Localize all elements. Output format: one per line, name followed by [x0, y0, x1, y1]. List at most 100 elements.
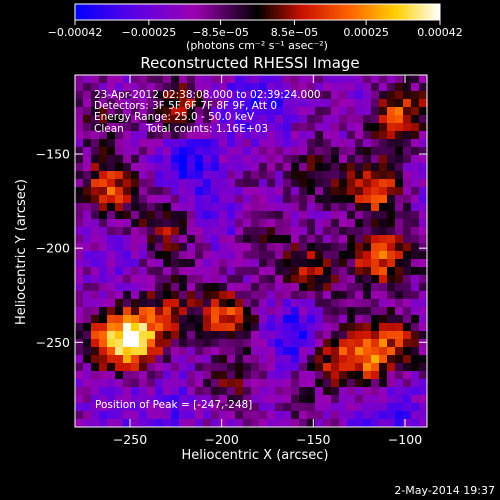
heatmap-cell: [339, 139, 348, 148]
heatmap-cell: [179, 123, 188, 132]
heatmap-cell: [163, 83, 172, 92]
heatmap-cell: [235, 355, 244, 364]
heatmap-cell: [259, 211, 268, 220]
heatmap-cell: [187, 147, 196, 156]
heatmap-cell: [235, 99, 244, 108]
heatmap-cell: [155, 331, 164, 340]
heatmap-cell: [275, 179, 284, 188]
heatmap-cell: [187, 267, 196, 276]
heatmap-cell: [251, 251, 260, 260]
heatmap-cell: [219, 291, 228, 300]
heatmap-cell: [163, 419, 172, 428]
heatmap-cell: [131, 163, 140, 172]
x-axis-label: Heliocentric X (arcsec): [182, 448, 329, 463]
heatmap-cell: [235, 331, 244, 340]
heatmap-cell: [379, 131, 388, 140]
heatmap-cell: [115, 171, 124, 180]
heatmap-cell: [99, 315, 108, 324]
heatmap-cell: [187, 91, 196, 100]
heatmap-cell: [211, 275, 220, 284]
heatmap-cell: [187, 379, 196, 388]
heatmap-cell: [259, 163, 268, 172]
heatmap-cell: [419, 83, 428, 92]
heatmap-cell: [363, 107, 372, 116]
heatmap-cell: [275, 291, 284, 300]
heatmap-cell: [387, 115, 396, 124]
heatmap-cell: [363, 315, 372, 324]
heatmap-cell: [179, 347, 188, 356]
heatmap-cell: [235, 315, 244, 324]
heatmap-cell: [371, 299, 380, 308]
heatmap-cell: [291, 355, 300, 364]
heatmap-cell: [267, 267, 276, 276]
heatmap-cell: [235, 387, 244, 396]
heatmap-cell: [243, 331, 252, 340]
heatmap-cell: [291, 75, 300, 84]
heatmap-cell: [347, 331, 356, 340]
heatmap-cell: [299, 219, 308, 228]
heatmap-cell: [379, 75, 388, 84]
heatmap-cell: [83, 123, 92, 132]
heatmap-cell: [147, 83, 156, 92]
heatmap-cell: [307, 363, 316, 372]
heatmap-cell: [387, 139, 396, 148]
heatmap-cell: [387, 379, 396, 388]
heatmap-cell: [195, 339, 204, 348]
heatmap-cell: [155, 131, 164, 140]
heatmap-cell: [227, 275, 236, 284]
heatmap-cell: [219, 251, 228, 260]
heatmap-cell: [171, 147, 180, 156]
heatmap-cell: [363, 371, 372, 380]
heatmap-cell: [227, 307, 236, 316]
heatmap-cell: [355, 355, 364, 364]
heatmap-cell: [235, 131, 244, 140]
heatmap-cell: [419, 115, 428, 124]
heatmap-cell: [219, 243, 228, 252]
heatmap-cell: [131, 171, 140, 180]
heatmap-cell: [203, 379, 212, 388]
heatmap-cell: [339, 75, 348, 84]
heatmap-cell: [179, 259, 188, 268]
heatmap-cell: [139, 243, 148, 252]
heatmap-cell: [403, 331, 412, 340]
heatmap-cell: [411, 91, 420, 100]
heatmap-cell: [99, 371, 108, 380]
heatmap-cell: [83, 363, 92, 372]
heatmap-cell: [307, 411, 316, 420]
heatmap-cell: [363, 299, 372, 308]
heatmap-cell: [339, 403, 348, 412]
heatmap-cell: [251, 187, 260, 196]
heatmap-cell: [387, 219, 396, 228]
heatmap-cell: [379, 171, 388, 180]
heatmap-cell: [243, 83, 252, 92]
heatmap-cell: [187, 131, 196, 140]
heatmap-cell: [347, 275, 356, 284]
heatmap-cell: [195, 163, 204, 172]
heatmap-cell: [299, 267, 308, 276]
heatmap-cell: [187, 339, 196, 348]
heatmap-cell: [243, 411, 252, 420]
heatmap-cell: [283, 163, 292, 172]
heatmap-cell: [147, 91, 156, 100]
heatmap-cell: [227, 419, 236, 428]
heatmap-cell: [171, 347, 180, 356]
heatmap-cell: [187, 251, 196, 260]
heatmap-cell: [91, 83, 100, 92]
heatmap-cell: [131, 387, 140, 396]
heatmap-cell: [387, 307, 396, 316]
heatmap-cell: [283, 171, 292, 180]
heatmap-cell: [195, 355, 204, 364]
heatmap-cell: [163, 323, 172, 332]
heatmap-cell: [419, 339, 428, 348]
heatmap-cell: [83, 387, 92, 396]
heatmap-cell: [331, 195, 340, 204]
heatmap-cell: [411, 75, 420, 84]
heatmap-cell: [227, 315, 236, 324]
heatmap-cell: [75, 195, 84, 204]
heatmap-cell: [131, 291, 140, 300]
heatmap-cell: [395, 339, 404, 348]
heatmap-cell: [139, 123, 148, 132]
heatmap-cell: [179, 75, 188, 84]
heatmap-cell: [75, 235, 84, 244]
heatmap-cell: [315, 91, 324, 100]
